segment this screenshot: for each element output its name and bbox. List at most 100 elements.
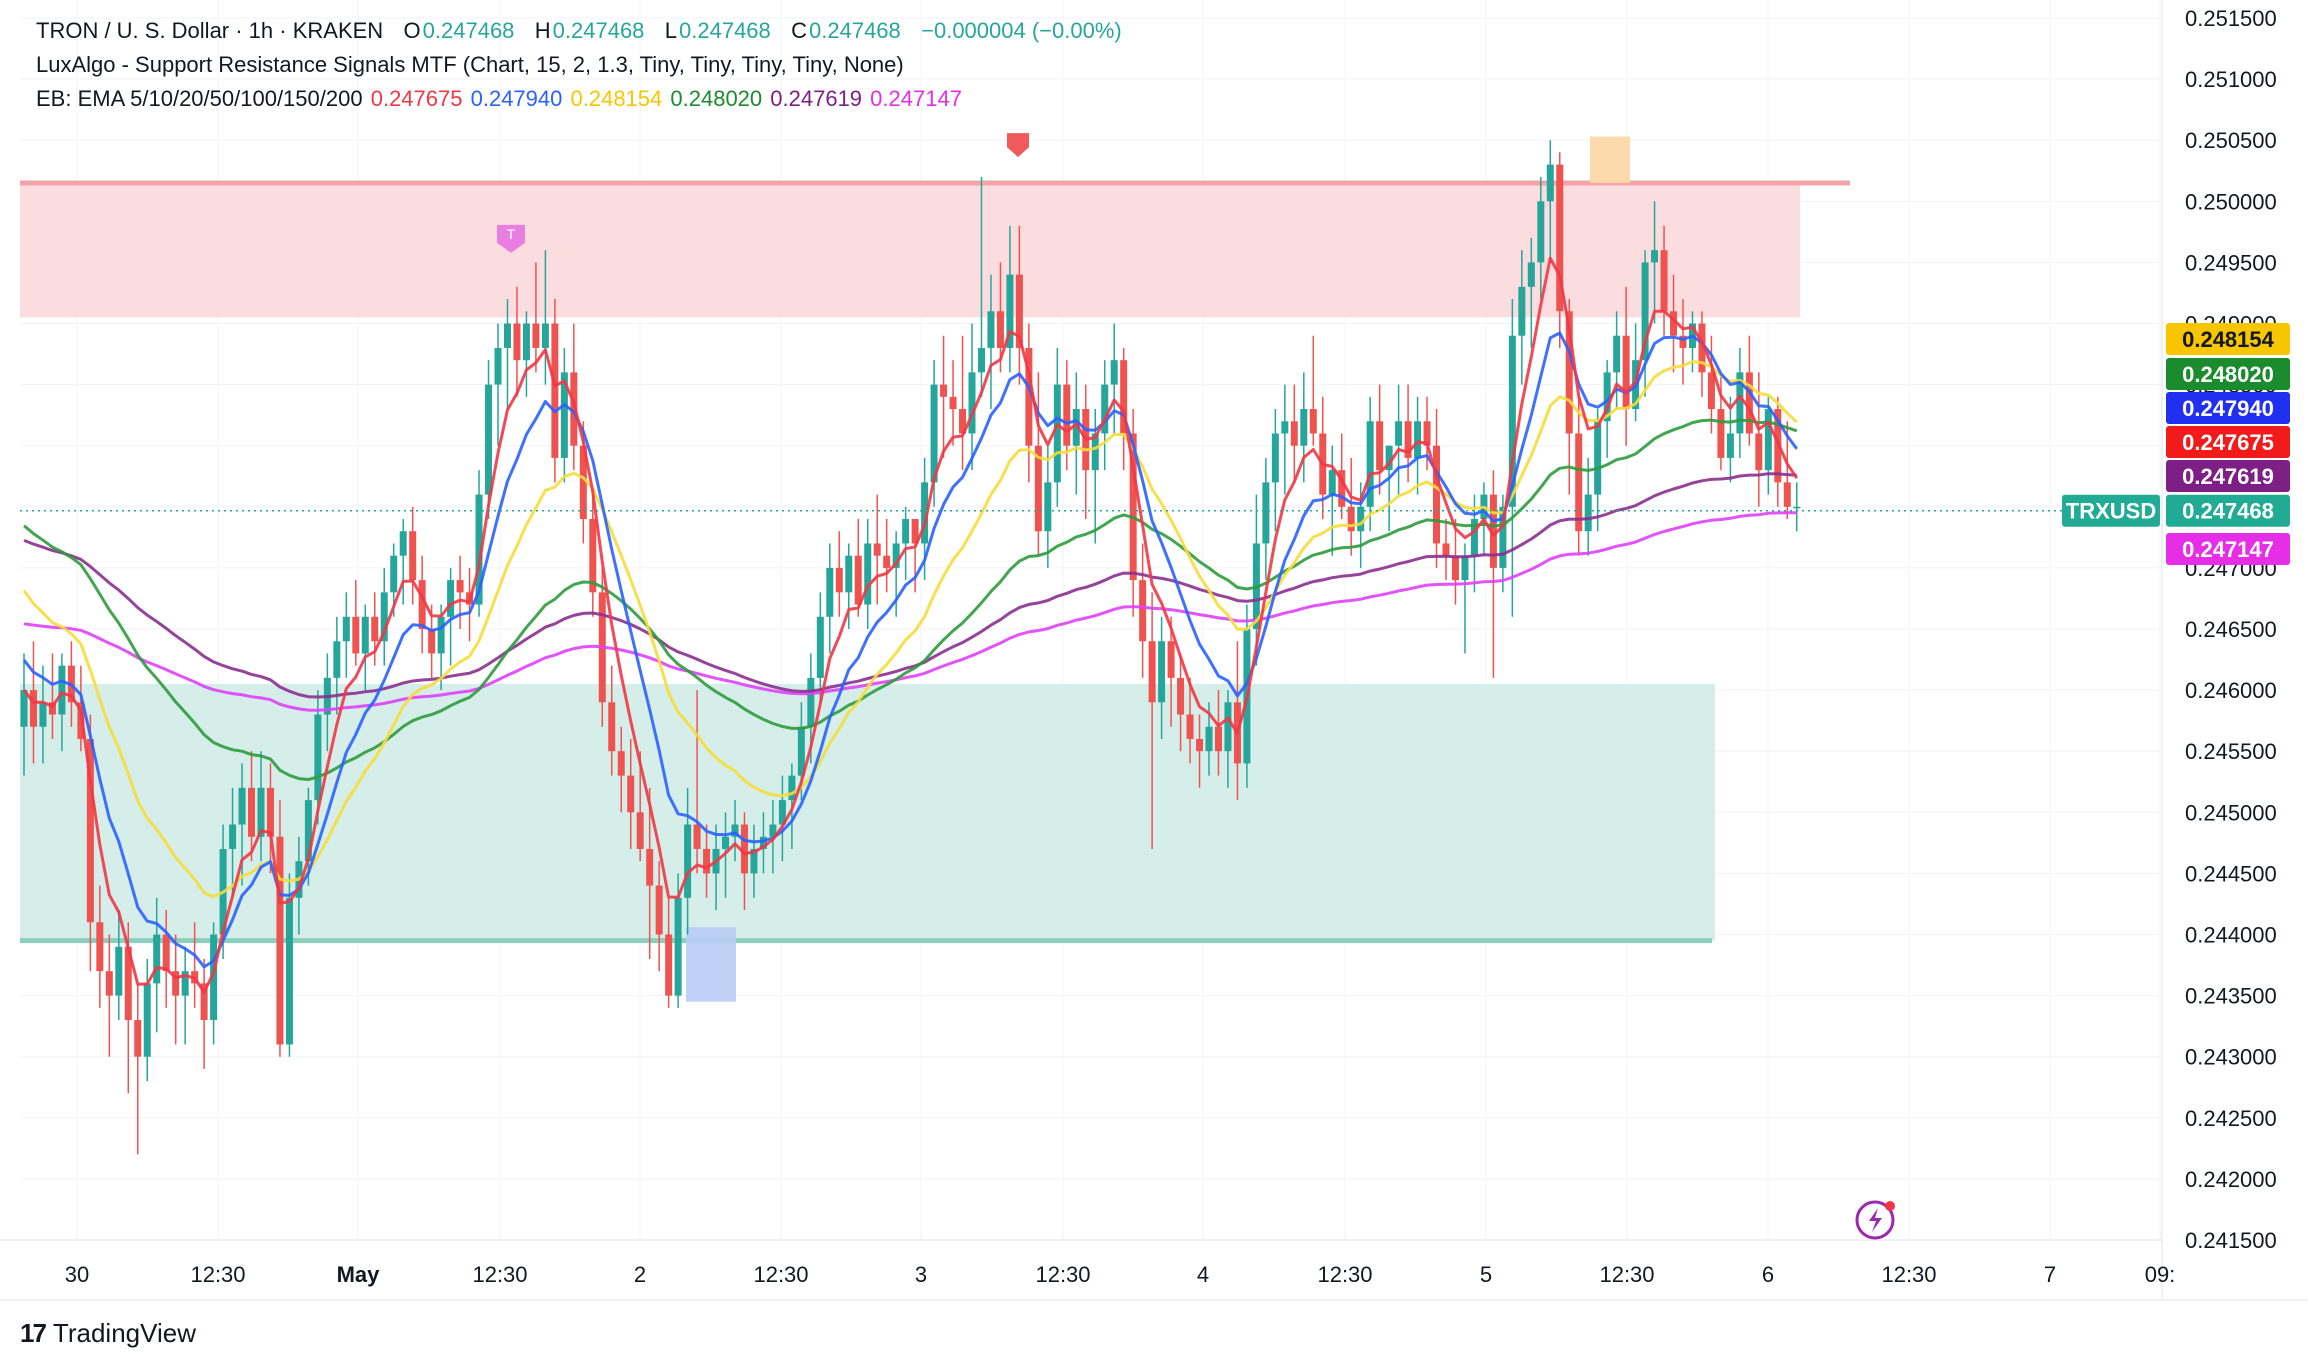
candle-body[interactable] bbox=[987, 311, 995, 348]
candle-body[interactable] bbox=[1110, 360, 1118, 385]
candle-body[interactable] bbox=[456, 580, 464, 593]
candle-body[interactable] bbox=[911, 519, 919, 544]
candle-body[interactable] bbox=[181, 971, 189, 996]
candle-body[interactable] bbox=[608, 702, 616, 752]
candle-body[interactable] bbox=[977, 347, 985, 373]
candle-body[interactable] bbox=[143, 983, 151, 1057]
candle-body[interactable] bbox=[551, 323, 559, 458]
candle-body[interactable] bbox=[864, 543, 872, 605]
candle-body[interactable] bbox=[1717, 409, 1725, 458]
candle-body[interactable] bbox=[39, 702, 47, 727]
candle-body[interactable] bbox=[1328, 470, 1336, 495]
candle-body[interactable] bbox=[105, 971, 113, 996]
candle-body[interactable] bbox=[1755, 433, 1763, 471]
candle-body[interactable] bbox=[532, 323, 540, 348]
candle-body[interactable] bbox=[1271, 433, 1279, 483]
candle-body[interactable] bbox=[750, 848, 758, 874]
signal-resistance-marker[interactable] bbox=[1007, 133, 1029, 158]
candle-body[interactable] bbox=[266, 787, 274, 837]
candle-body[interactable] bbox=[115, 946, 123, 996]
candle-body[interactable] bbox=[674, 897, 682, 996]
candle-body[interactable] bbox=[210, 934, 218, 1021]
candle-body[interactable] bbox=[1015, 274, 1023, 348]
candle-body[interactable] bbox=[1707, 372, 1715, 410]
candle-body[interactable] bbox=[816, 616, 824, 678]
candle-body[interactable] bbox=[1726, 433, 1734, 458]
candle-body[interactable] bbox=[959, 409, 967, 434]
candle-body[interactable] bbox=[835, 567, 843, 593]
candle-body[interactable] bbox=[1499, 506, 1507, 568]
candle-body[interactable] bbox=[418, 580, 426, 629]
candle-body[interactable] bbox=[1489, 494, 1497, 568]
candle-body[interactable] bbox=[1395, 421, 1403, 446]
candle-body[interactable] bbox=[352, 616, 360, 654]
candle-body[interactable] bbox=[1290, 421, 1298, 446]
candle-body[interactable] bbox=[134, 1020, 142, 1057]
candle-body[interactable] bbox=[1006, 274, 1014, 348]
candle-body[interactable] bbox=[1613, 335, 1621, 373]
candle-body[interactable] bbox=[485, 384, 493, 495]
candle-body[interactable] bbox=[902, 519, 910, 544]
candle-body[interactable] bbox=[371, 616, 379, 642]
candle-body[interactable] bbox=[940, 384, 948, 397]
candle-body[interactable] bbox=[883, 555, 891, 568]
candle-body[interactable] bbox=[1072, 409, 1080, 446]
candle-body[interactable] bbox=[1556, 164, 1564, 312]
candle-body[interactable] bbox=[873, 543, 881, 556]
candle-body[interactable] bbox=[1537, 201, 1545, 263]
candle-body[interactable] bbox=[665, 934, 673, 996]
candle-body[interactable] bbox=[655, 885, 663, 935]
candle-body[interactable] bbox=[20, 690, 28, 727]
candle-body[interactable] bbox=[854, 555, 862, 605]
candle-body[interactable] bbox=[229, 824, 237, 849]
candle-body[interactable] bbox=[731, 824, 739, 837]
candle-body[interactable] bbox=[1764, 409, 1772, 471]
candle-body[interactable] bbox=[797, 726, 805, 776]
candle-body[interactable] bbox=[1698, 323, 1706, 373]
candle-body[interactable] bbox=[1745, 372, 1753, 434]
candle-body[interactable] bbox=[1679, 335, 1687, 348]
candle-body[interactable] bbox=[1214, 726, 1222, 752]
candle-body[interactable] bbox=[1783, 482, 1791, 507]
candle-body[interactable] bbox=[96, 922, 104, 972]
candle-body[interactable] bbox=[1347, 506, 1355, 532]
candle-body[interactable] bbox=[437, 616, 445, 654]
candle-body[interactable] bbox=[1376, 421, 1384, 471]
candle-body[interactable] bbox=[276, 836, 284, 1045]
candle-body[interactable] bbox=[447, 580, 455, 617]
candle-body[interactable] bbox=[1736, 372, 1744, 434]
candle-body[interactable] bbox=[684, 824, 692, 898]
candle-body[interactable] bbox=[48, 702, 56, 715]
candle-body[interactable] bbox=[257, 787, 265, 837]
candle-body[interactable] bbox=[930, 384, 938, 483]
candle-body[interactable] bbox=[86, 738, 94, 923]
candle-body[interactable] bbox=[778, 800, 786, 825]
candle-body[interactable] bbox=[1196, 738, 1204, 752]
candle-body[interactable] bbox=[589, 519, 597, 593]
candle-body[interactable] bbox=[1186, 714, 1194, 739]
candle-body[interactable] bbox=[560, 372, 568, 458]
candle-body[interactable] bbox=[29, 690, 37, 727]
candle-body[interactable] bbox=[1414, 421, 1422, 458]
candle-body[interactable] bbox=[1670, 311, 1678, 336]
candle-body[interactable] bbox=[1139, 580, 1147, 642]
candle-body[interactable] bbox=[1148, 641, 1156, 703]
candle-body[interactable] bbox=[361, 616, 369, 654]
candle-body[interactable] bbox=[1366, 421, 1374, 507]
candle-body[interactable] bbox=[1660, 250, 1668, 312]
candle-body[interactable] bbox=[124, 946, 132, 1021]
candle-body[interactable] bbox=[1044, 482, 1052, 532]
candle-body[interactable] bbox=[494, 347, 502, 385]
candle-body[interactable] bbox=[579, 445, 587, 520]
candle-body[interactable] bbox=[380, 592, 388, 642]
candle-body[interactable] bbox=[1309, 409, 1317, 434]
candle-body[interactable] bbox=[1584, 494, 1592, 532]
candle-body[interactable] bbox=[968, 372, 976, 434]
candle-body[interactable] bbox=[807, 677, 815, 727]
candle-body[interactable] bbox=[921, 482, 929, 544]
candle-body[interactable] bbox=[646, 848, 654, 886]
candle-body[interactable] bbox=[627, 775, 635, 813]
candle-body[interactable] bbox=[1091, 433, 1099, 471]
candle-body[interactable] bbox=[759, 836, 767, 849]
